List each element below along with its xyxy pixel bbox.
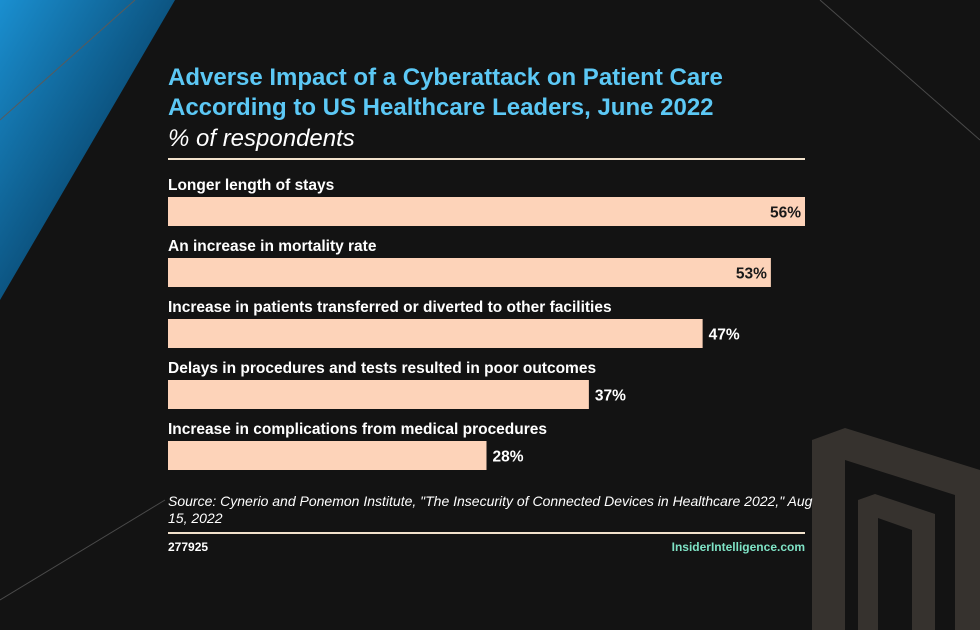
category-label: Increase in complications from medical p…	[168, 421, 547, 438]
bar	[168, 380, 589, 409]
chart-id: 277925	[168, 540, 209, 554]
brand-link[interactable]: InsiderIntelligence.com	[671, 540, 805, 554]
category-label: Increase in patients transferred or dive…	[168, 299, 612, 316]
top-rule	[168, 158, 805, 160]
value-label: 28%	[493, 449, 524, 466]
source-note: Source: Cynerio and Ponemon Institute, "…	[168, 493, 813, 526]
value-label: 47%	[709, 327, 740, 344]
bar	[168, 319, 703, 348]
decor-line	[819, 0, 980, 141]
bottom-rule	[168, 532, 805, 534]
decor-line	[0, 499, 166, 601]
value-label: 56%	[770, 205, 801, 222]
chart-subtitle: % of respondents	[168, 125, 355, 152]
chart-title-line-2: According to US Healthcare Leaders, June…	[168, 94, 714, 121]
bar	[168, 258, 771, 287]
chart-title-line-1: Adverse Impact of a Cyberattack on Patie…	[168, 64, 723, 91]
category-label: An increase in mortality rate	[168, 238, 377, 255]
value-label: 53%	[736, 266, 767, 283]
chart-title: Adverse Impact of a Cyberattack on Patie…	[168, 63, 868, 123]
watermark-logo	[812, 428, 980, 630]
decor-line	[0, 0, 136, 121]
category-label: Longer length of stays	[168, 177, 334, 194]
bar	[168, 197, 805, 226]
category-label: Delays in procedures and tests resulted …	[168, 360, 596, 377]
value-label: 37%	[595, 388, 626, 405]
bar	[168, 441, 487, 470]
blue-corner-shape	[0, 0, 175, 300]
